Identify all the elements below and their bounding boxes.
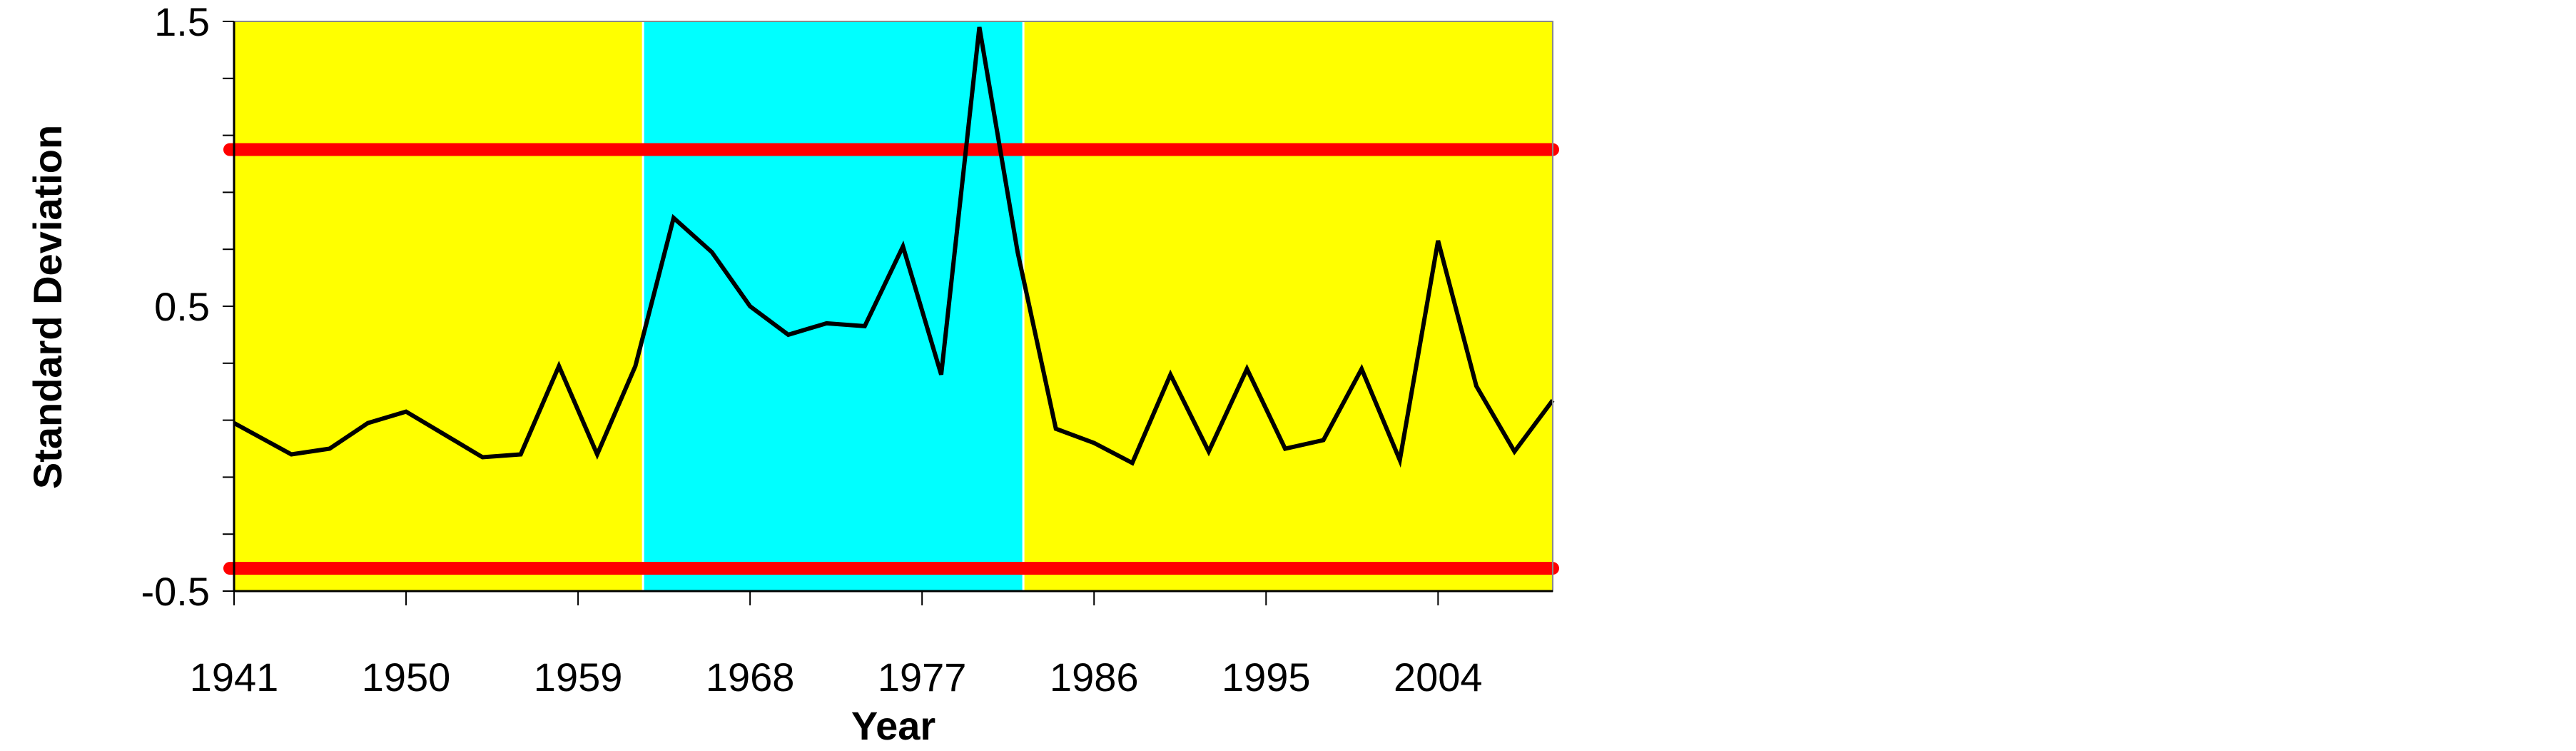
data-point bbox=[749, 306, 751, 307]
data-point bbox=[1208, 450, 1210, 452]
axes bbox=[223, 21, 1553, 605]
y-tick-label: -0.5 bbox=[141, 569, 211, 614]
data-point bbox=[329, 448, 330, 449]
data-point bbox=[1284, 448, 1286, 449]
series-layer bbox=[233, 26, 1555, 468]
y-tick-label: 0.5 bbox=[154, 284, 210, 329]
x-axis-title: Year bbox=[851, 703, 935, 748]
background-band-2 bbox=[643, 21, 1024, 591]
data-point bbox=[1513, 450, 1515, 452]
data-point bbox=[979, 26, 980, 28]
data-point bbox=[482, 456, 483, 458]
data-point bbox=[520, 453, 522, 455]
reference-lines bbox=[223, 143, 1559, 575]
background-band-3 bbox=[1023, 21, 1553, 591]
data-point bbox=[711, 251, 713, 253]
y-tick-label: 1.5 bbox=[154, 0, 210, 44]
data-point bbox=[444, 434, 445, 435]
data-point bbox=[940, 374, 942, 376]
y-axis-title: Standard Deviation bbox=[25, 125, 70, 489]
background-bands bbox=[234, 21, 1553, 591]
x-tick-label: 1986 bbox=[1050, 655, 1139, 700]
x-tick-label: 1968 bbox=[706, 655, 795, 700]
x-tick-label: 2004 bbox=[1394, 655, 1483, 700]
x-tick-label: 1959 bbox=[534, 655, 623, 700]
background-band-1 bbox=[234, 21, 644, 591]
data-point bbox=[1170, 374, 1171, 376]
x-tick-label: 1941 bbox=[190, 655, 279, 700]
data-point bbox=[1055, 428, 1057, 430]
data-point bbox=[290, 453, 292, 455]
x-tick-label: 1995 bbox=[1222, 655, 1311, 700]
data-point bbox=[405, 411, 407, 413]
tick-labels: -0.5 0.5 1.5 1941 1950 1959 1968 1977 1986 1995 20… bbox=[141, 0, 1483, 700]
x-tick-label: 1977 bbox=[878, 655, 967, 700]
x-tick-label: 1950 bbox=[362, 655, 451, 700]
data-point bbox=[1361, 368, 1362, 370]
